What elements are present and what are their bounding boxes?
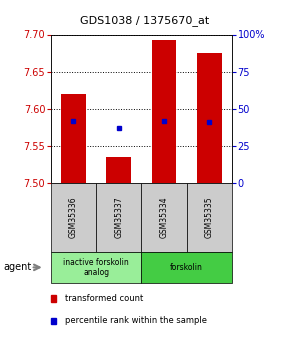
Text: agent: agent [3,263,31,272]
Bar [197,53,222,183]
Text: percentile rank within the sample: percentile rank within the sample [65,316,207,325]
Text: GSM35334: GSM35334 [160,197,168,238]
Text: inactive forskolin
analog: inactive forskolin analog [63,258,129,277]
Text: GSM35335: GSM35335 [205,197,214,238]
Bar [106,157,131,183]
Text: GDS1038 / 1375670_at: GDS1038 / 1375670_at [80,16,210,27]
Bar [152,40,177,183]
Text: transformed count: transformed count [65,294,144,303]
Bar [61,94,86,183]
Text: GSM35336: GSM35336 [69,197,78,238]
Text: GSM35337: GSM35337 [114,197,123,238]
Text: forskolin: forskolin [170,263,203,272]
